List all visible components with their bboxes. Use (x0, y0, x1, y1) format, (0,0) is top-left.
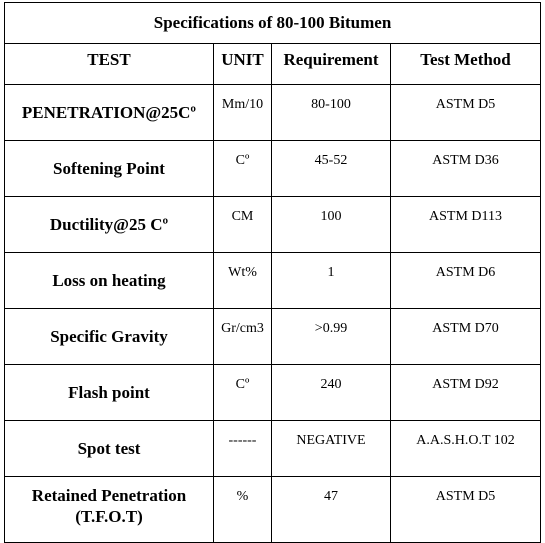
test-name: Flash point (4, 364, 214, 421)
table-body: Specifications of 80-100 Bitumen TEST UN… (3, 2, 542, 543)
table-cell: ASTM D5 (389, 84, 542, 141)
table-cell: 45-52 (271, 140, 391, 197)
table-cell: 80-100 (271, 84, 391, 141)
table-cell: CM (213, 196, 272, 253)
table-cell: Cº (213, 364, 272, 421)
table-cell: Mm/10 (213, 84, 272, 141)
table-cell: ASTM D6 (389, 252, 542, 309)
header-cell: Requirement (271, 43, 391, 85)
test-name: Retained Penetration (T.F.O.T) (4, 476, 214, 543)
test-name: Ductility@25 Cº (4, 196, 214, 253)
table-row: Loss on heating Wt% 1 ASTM D6 (4, 252, 542, 309)
table-cell: Gr/cm3 (213, 308, 272, 365)
test-name: Specific Gravity (4, 308, 214, 365)
test-name: Spot test (4, 420, 214, 477)
table-cell: Cº (213, 140, 272, 197)
table-row: Ductility@25 Cº CM 100 ASTM D113 (4, 196, 542, 253)
table-cell: 100 (271, 196, 391, 253)
header-row: TEST UNIT Requirement Test Method (4, 43, 542, 85)
table-title: Specifications of 80-100 Bitumen (3, 2, 542, 44)
title-row: Specifications of 80-100 Bitumen (3, 2, 542, 44)
table-cell: ASTM D70 (389, 308, 542, 365)
table-cell: >0.99 (271, 308, 391, 365)
header-cell: TEST (4, 43, 214, 85)
table-cell: Wt% (213, 252, 272, 309)
spec-table: Specifications of 80-100 Bitumen TEST UN… (3, 2, 542, 543)
test-name: PENETRATION@25Cº (4, 84, 214, 141)
header-cell: Test Method (389, 43, 542, 85)
page: Specifications of 80-100 Bitumen TEST UN… (3, 2, 542, 543)
table-cell: % (213, 476, 272, 543)
table-cell: 47 (271, 476, 391, 543)
table-cell: ASTM D36 (389, 140, 542, 197)
table-row: Flash point Cº 240 ASTM D92 (4, 364, 542, 421)
table-cell: ASTM D5 (389, 476, 542, 543)
table-cell: NEGATIVE (271, 420, 391, 477)
table-cell: ------ (213, 420, 272, 477)
table-row: PENETRATION@25Cº Mm/10 80-100 ASTM D5 (4, 84, 542, 141)
header-cell: UNIT (213, 43, 272, 85)
table-row: Specific Gravity Gr/cm3 >0.99 ASTM D70 (4, 308, 542, 365)
table-cell: 1 (271, 252, 391, 309)
table-cell: ASTM D113 (389, 196, 542, 253)
table-row: Retained Penetration (T.F.O.T)% 47 ASTM D5 (4, 476, 542, 543)
test-name: Loss on heating (4, 252, 214, 309)
table-cell: 240 (271, 364, 391, 421)
table-row: Softening Point Cº 45-52 ASTM D36 (4, 140, 542, 197)
table-cell: A.A.S.H.O.T 102 (389, 420, 542, 477)
test-name: Softening Point (4, 140, 214, 197)
table-row: Spot test ------ NEGATIVE A.A.S.H.O.T 102 (4, 420, 542, 477)
table-cell: ASTM D92 (389, 364, 542, 421)
